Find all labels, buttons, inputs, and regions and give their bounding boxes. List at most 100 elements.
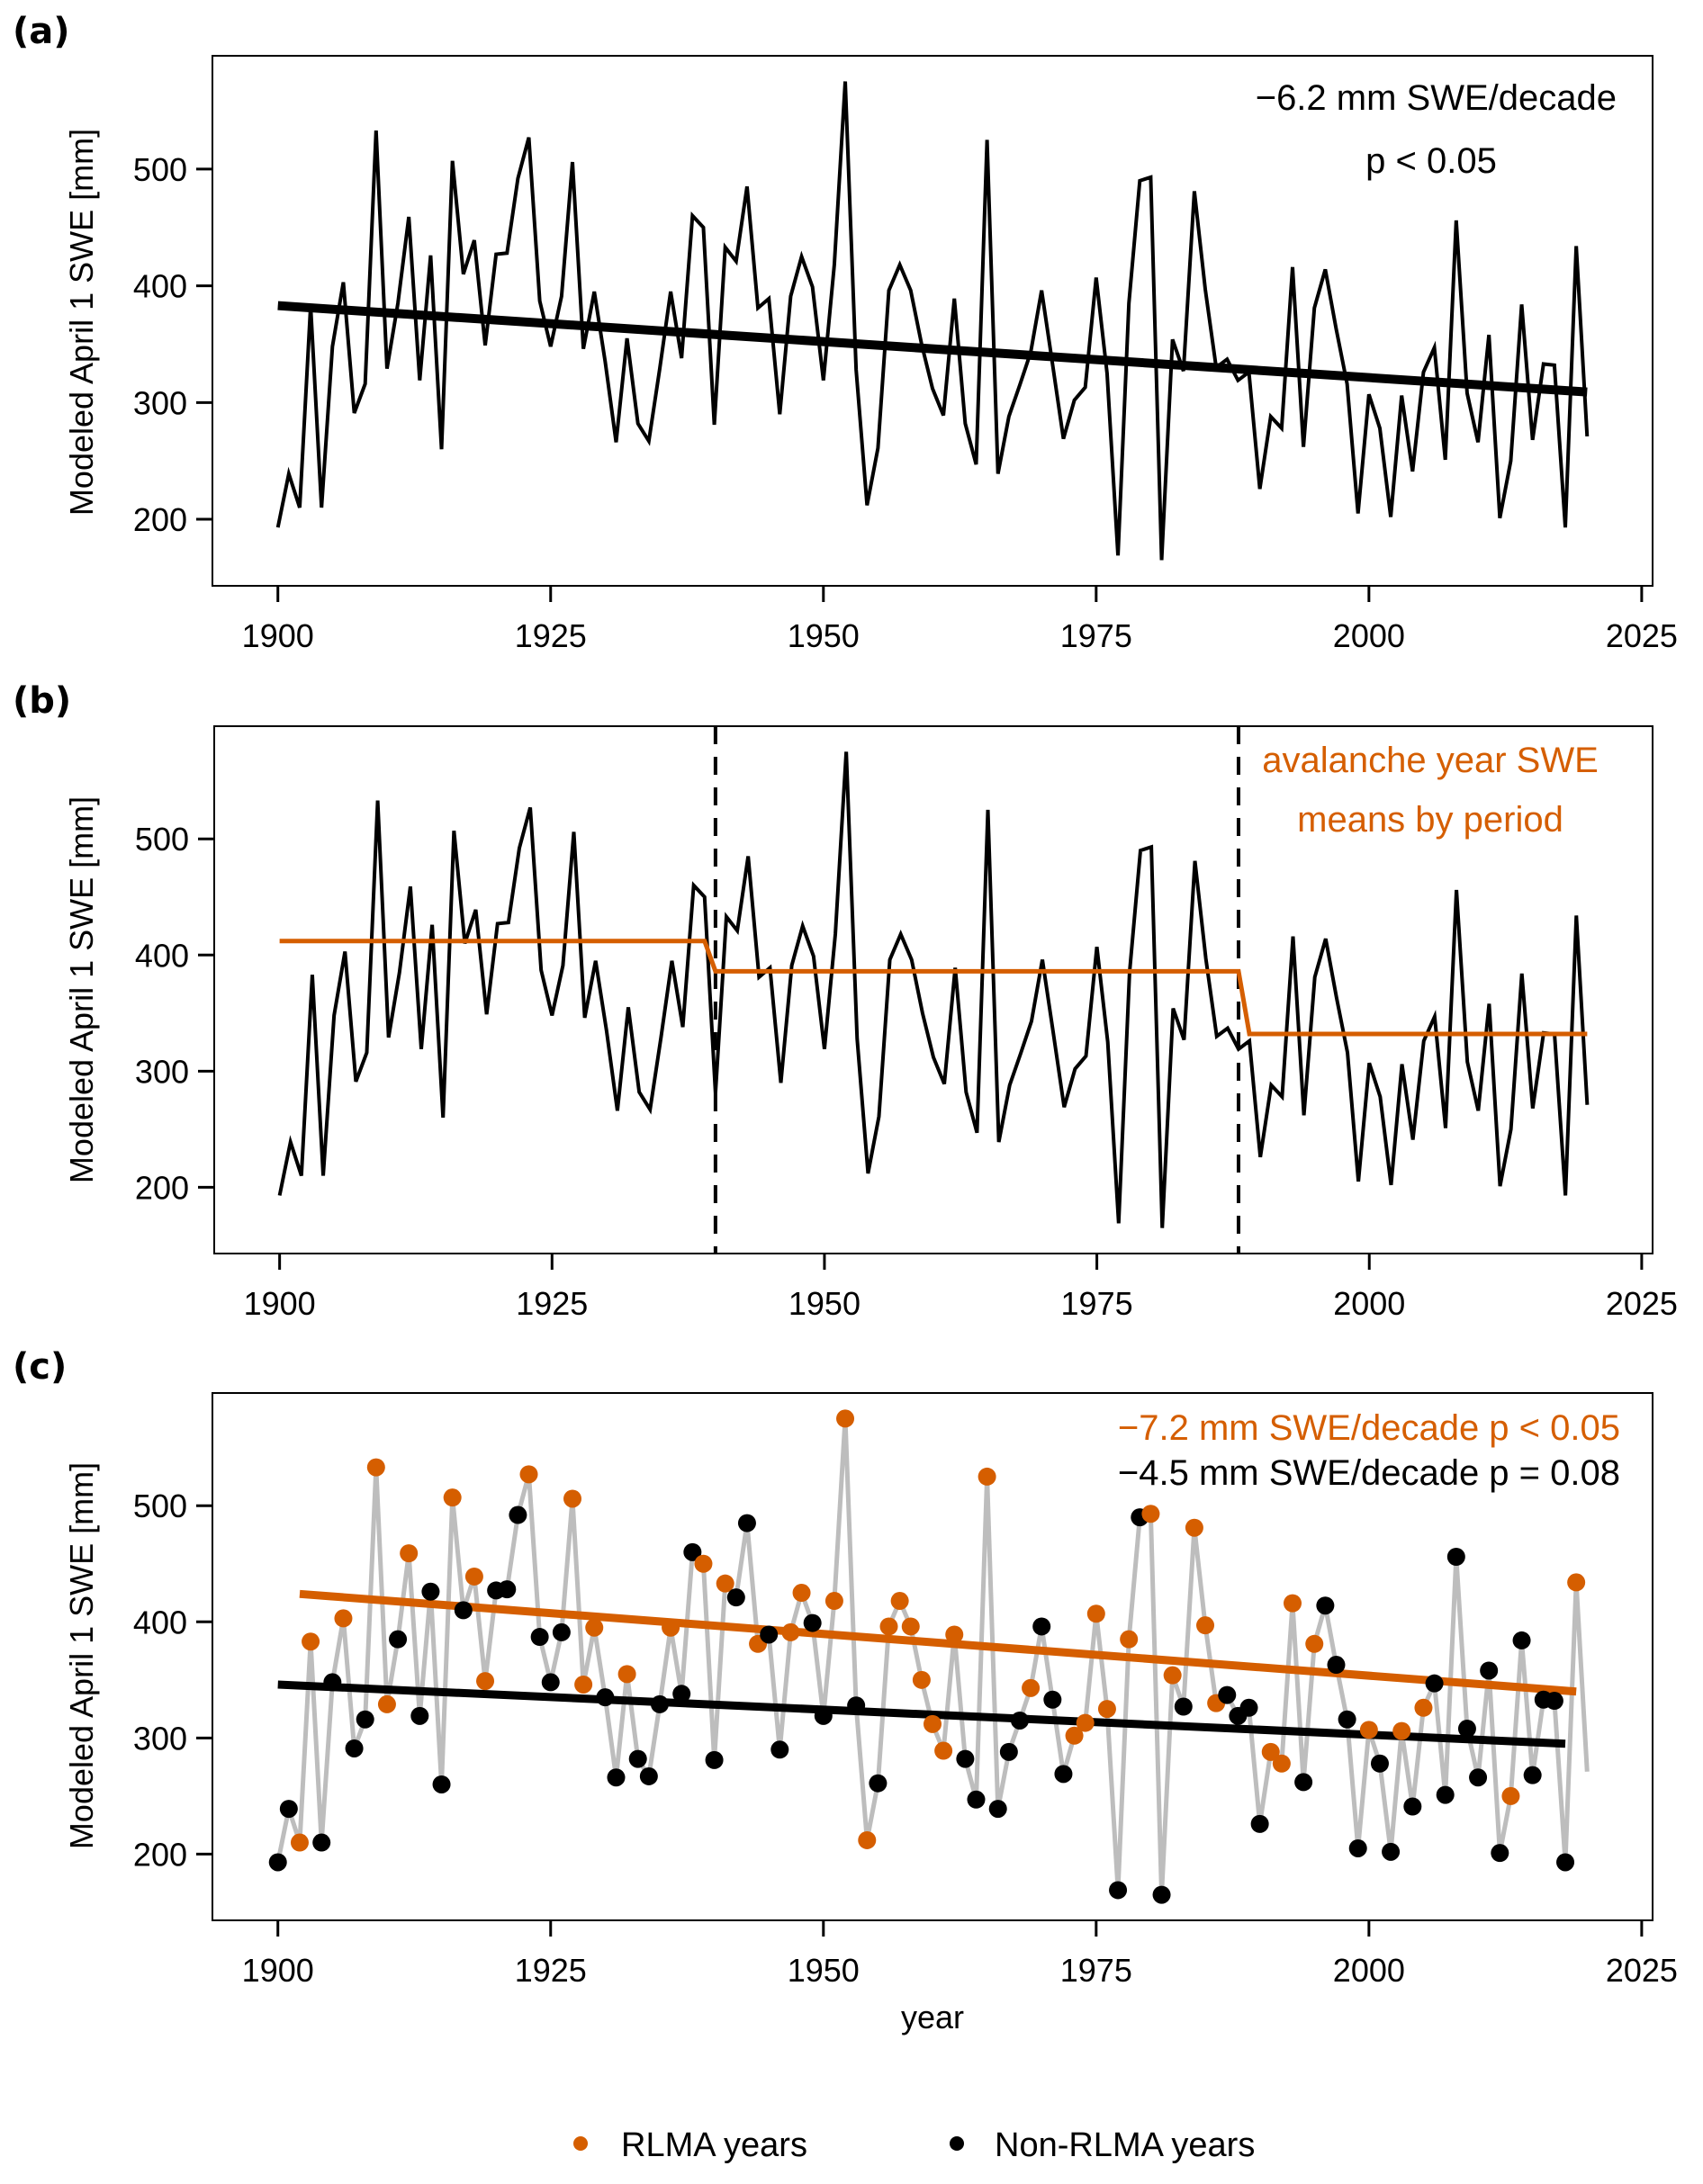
x-tick-label: 1925 bbox=[515, 1952, 587, 1989]
non-rlma-point bbox=[1327, 1656, 1346, 1675]
non-rlma-point bbox=[1491, 1844, 1509, 1863]
y-tick-label: 400 bbox=[135, 937, 189, 974]
y-tick-label: 200 bbox=[133, 1836, 187, 1873]
legend: RLMA years Non-RLMA years bbox=[573, 2126, 1255, 2164]
rlma-point bbox=[1284, 1594, 1302, 1613]
non-rlma-point bbox=[726, 1588, 745, 1607]
non-rlma-point bbox=[814, 1706, 833, 1725]
rlma-point bbox=[824, 1592, 843, 1611]
rlma-point bbox=[377, 1694, 396, 1713]
non-rlma-point bbox=[956, 1749, 975, 1768]
non-rlma-point bbox=[628, 1749, 647, 1768]
non-rlma-point bbox=[1109, 1881, 1128, 1900]
rlma-point bbox=[1076, 1713, 1095, 1732]
non-rlma-point bbox=[1250, 1814, 1269, 1833]
legend-label-non-rlma: Non-RLMA years bbox=[995, 2126, 1255, 2164]
rlma-point bbox=[858, 1830, 877, 1849]
non-rlma-point bbox=[421, 1582, 440, 1601]
rlma-point bbox=[1086, 1604, 1105, 1623]
y-axis-title-a: Modeled April 1 SWE [mm] bbox=[63, 129, 100, 516]
legend-marker-non-rlma bbox=[950, 2136, 964, 2151]
non-rlma-point bbox=[737, 1514, 756, 1532]
rlma-point bbox=[290, 1833, 309, 1852]
non-rlma-point bbox=[1010, 1711, 1029, 1730]
means-annotation-line1-b: avalanche year SWE bbox=[1262, 741, 1599, 780]
rlma-point bbox=[563, 1489, 581, 1508]
rlma-point bbox=[901, 1617, 920, 1636]
non-rlma-point bbox=[1218, 1685, 1237, 1704]
non-rlma-point bbox=[672, 1685, 691, 1703]
panel-label-b: (b) bbox=[13, 680, 71, 722]
non-rlma-point bbox=[509, 1505, 527, 1524]
non-rlma-point bbox=[312, 1833, 331, 1852]
y-tick-label: 500 bbox=[133, 151, 187, 188]
rlma-point bbox=[1185, 1518, 1203, 1537]
y-ticks-b: 200 300 400 500 bbox=[135, 821, 214, 1206]
non-rlma-point bbox=[596, 1688, 615, 1707]
x-ticks-c: 1900 1925 1950 1975 2000 2025 bbox=[242, 1920, 1678, 1989]
panel-label-a: (a) bbox=[13, 11, 70, 52]
x-tick-label: 2000 bbox=[1333, 617, 1405, 654]
non-rlma-point bbox=[650, 1694, 669, 1713]
plot-frame-a bbox=[212, 55, 1653, 587]
non-rlma-point bbox=[847, 1696, 866, 1715]
plot-frame-c bbox=[212, 1392, 1653, 1921]
y-tick-label: 400 bbox=[133, 268, 187, 305]
plot-frame-b bbox=[213, 725, 1653, 1254]
rlma-trend-annotation-c: −7.2 mm SWE/decade p < 0.05 bbox=[1118, 1408, 1620, 1448]
x-tick-label: 1900 bbox=[242, 1952, 314, 1989]
rlma-point bbox=[476, 1672, 495, 1691]
y-tick-label: 300 bbox=[135, 1053, 189, 1090]
x-ticks-a: 1900 1925 1950 1975 2000 2025 bbox=[242, 586, 1678, 654]
y-tick-label: 200 bbox=[135, 1169, 189, 1206]
y-axis-title-c: Modeled April 1 SWE [mm] bbox=[63, 1462, 100, 1849]
y-ticks-c: 200 300 400 500 bbox=[133, 1487, 212, 1873]
rlma-point bbox=[1359, 1721, 1378, 1739]
x-tick-label: 2025 bbox=[1606, 1285, 1678, 1322]
y-tick-label: 300 bbox=[133, 384, 187, 421]
non-rlma-point bbox=[1316, 1596, 1335, 1615]
non-rlma-point bbox=[1382, 1842, 1401, 1861]
rlma-point bbox=[1141, 1505, 1160, 1523]
x-tick-label: 2025 bbox=[1606, 617, 1678, 654]
rlma-point bbox=[836, 1409, 855, 1428]
means-annotation-line2-b: means by period bbox=[1297, 800, 1563, 840]
x-tick-label: 1900 bbox=[244, 1285, 316, 1322]
non-rlma-point bbox=[988, 1800, 1007, 1819]
non-rlma-point bbox=[1425, 1674, 1444, 1693]
legend-marker-rlma bbox=[573, 2136, 588, 2151]
non-rlma-point bbox=[869, 1774, 888, 1793]
x-tick-label: 1950 bbox=[788, 1952, 860, 1989]
swe-series-line bbox=[275, 81, 1590, 561]
non-rlma-point bbox=[530, 1628, 549, 1647]
rlma-point bbox=[1196, 1616, 1215, 1635]
non-rlma-trend-line bbox=[277, 1680, 1566, 1748]
non-rlma-point bbox=[1348, 1838, 1367, 1857]
non-rlma-point bbox=[389, 1630, 408, 1649]
trend-line bbox=[277, 301, 1588, 397]
x-tick-label: 1975 bbox=[1060, 617, 1132, 654]
non-rlma-point bbox=[1294, 1773, 1313, 1792]
rlma-point bbox=[464, 1567, 483, 1586]
non-rlma-point bbox=[552, 1622, 571, 1641]
p-value-annotation-a: p < 0.05 bbox=[1365, 141, 1497, 181]
non-rlma-point bbox=[356, 1710, 374, 1729]
rlma-point bbox=[781, 1622, 800, 1641]
non-rlma-point bbox=[1457, 1720, 1476, 1739]
non-rlma-point bbox=[705, 1750, 724, 1769]
panel-b: (b) Modeled April 1 SWE [mm] 200 300 400 50… bbox=[13, 680, 1678, 1322]
plot-area-b bbox=[277, 726, 1590, 1254]
rlma-point bbox=[1501, 1786, 1520, 1805]
rlma-point bbox=[792, 1584, 811, 1603]
non-rlma-point bbox=[639, 1766, 658, 1785]
x-tick-label: 1950 bbox=[788, 617, 860, 654]
rlma-point bbox=[302, 1632, 320, 1651]
x-tick-label: 1925 bbox=[516, 1285, 588, 1322]
non-rlma-point bbox=[1239, 1698, 1258, 1717]
non-rlma-point bbox=[454, 1601, 473, 1620]
rlma-point bbox=[1305, 1634, 1324, 1653]
non-rlma-point bbox=[1338, 1710, 1356, 1729]
rlma-point bbox=[662, 1618, 680, 1637]
rlma-trend-line bbox=[299, 1589, 1577, 1696]
